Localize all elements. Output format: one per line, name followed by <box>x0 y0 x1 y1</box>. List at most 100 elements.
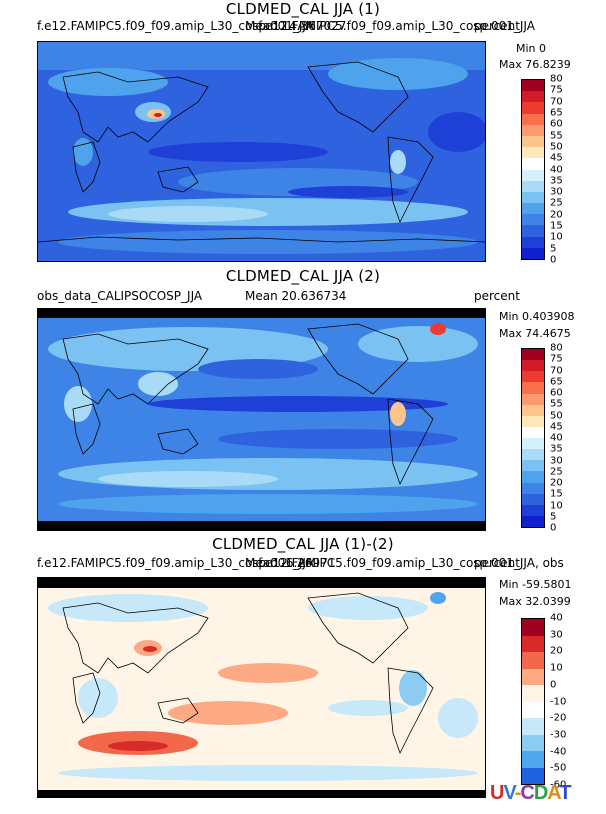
panel-title: CLDMED_CAL JJA (1) <box>225 0 381 18</box>
colorbar-tick: 35 <box>550 175 563 187</box>
colorbar-tick: 20 <box>550 645 563 657</box>
colorbar-swatch <box>522 147 544 159</box>
logo-letter: - <box>514 782 522 804</box>
colorbar-swatch <box>522 619 544 636</box>
dataset-label-right: f.e12.FAMIPC5.f09_f09.amip_L30_cosp.001_… <box>258 556 564 570</box>
colorbar-tick: 30 <box>550 455 563 466</box>
colorbar-swatch <box>522 438 544 450</box>
colorbar-tick: -20 <box>550 712 567 724</box>
map-plot <box>37 308 486 531</box>
colorbar-swatch <box>522 449 544 461</box>
colorbar-tick: 70 <box>550 365 563 376</box>
max-label: Max 76.8239 <box>499 58 571 71</box>
map-heatmap <box>38 309 485 530</box>
min-label: Min 0.403908 <box>499 310 575 323</box>
colorbar-swatch <box>522 169 544 181</box>
colorbar-tick: 45 <box>550 421 563 433</box>
max-label: Max 32.0399 <box>499 595 571 608</box>
colorbar-tick: 30 <box>550 186 563 198</box>
colorbar-swatch <box>522 135 544 148</box>
logo-letter: U <box>490 782 504 804</box>
colorbar-tick: 10 <box>550 500 563 511</box>
colorbar-tick: 60 <box>550 387 563 399</box>
colorbar-tick: 60 <box>550 118 563 130</box>
colorbar-tick: 20 <box>550 477 563 489</box>
colorbar-swatch <box>522 734 544 751</box>
colorbar-tick: 35 <box>550 443 563 455</box>
colorbar-tick: 30 <box>550 629 563 641</box>
max-label: Max 74.4675 <box>499 327 571 340</box>
colorbar-tick: 40 <box>550 612 563 624</box>
colorbar-tick: 40 <box>550 164 563 175</box>
colorbar-swatch <box>522 426 544 438</box>
units-label: percent <box>474 556 520 570</box>
colorbar-tick: 80 <box>550 73 563 85</box>
colorbar-tick: 50 <box>550 410 563 421</box>
logo-letter: D <box>533 782 548 804</box>
colorbar-swatch <box>522 652 544 669</box>
colorbar-swatch <box>522 718 544 735</box>
colorbar-swatch <box>522 382 544 394</box>
colorbar-swatch <box>522 191 544 204</box>
colorbar-swatch <box>522 113 544 125</box>
logo-letter: A <box>547 782 560 804</box>
colorbar-swatch <box>522 493 544 505</box>
map-plot <box>37 577 486 798</box>
units-label: percent <box>474 19 520 33</box>
dataset-label: f.e12.FAMIPC5.f09_f09.amip_L30_cosp.001_… <box>37 556 314 570</box>
colorbar-swatch <box>522 635 544 652</box>
colorbar-swatch <box>522 102 544 114</box>
min-label: Min 0 <box>516 42 547 55</box>
colorbar-swatch <box>522 460 544 472</box>
colorbar-swatch <box>522 482 544 494</box>
colorbar-tick: 10 <box>550 231 563 243</box>
colorbar-swatch <box>522 214 544 226</box>
uvcdat-logo: UV-CDAT <box>490 782 571 805</box>
colorbar-tick: 70 <box>550 96 563 108</box>
colorbar-swatch <box>522 349 544 361</box>
colorbar-tick: 25 <box>550 466 563 478</box>
colorbar-tick: 55 <box>550 398 563 410</box>
panel-title: CLDMED_CAL JJA (1)-(2) <box>212 535 394 553</box>
colorbar-swatch <box>522 203 544 215</box>
colorbar-swatch <box>522 158 544 170</box>
min-label: Min -59.5801 <box>499 578 572 591</box>
colorbar-swatch <box>522 504 544 516</box>
colorbar-tick: 40 <box>550 432 563 444</box>
map-plot <box>37 41 486 262</box>
colorbar-tick: -40 <box>550 746 567 758</box>
colorbar-swatch <box>522 515 544 527</box>
colorbar-tick: 25 <box>550 197 563 209</box>
colorbar-swatch <box>522 415 544 427</box>
colorbar-swatch <box>522 80 544 92</box>
colorbar-swatch <box>522 685 544 702</box>
colorbar <box>521 348 545 528</box>
logo-letter: C <box>520 782 534 804</box>
colorbar-swatch <box>522 393 544 405</box>
colorbar-tick: -10 <box>550 696 567 707</box>
colorbar-tick: 5 <box>550 243 557 255</box>
colorbar-tick: 20 <box>550 209 563 221</box>
colorbar-swatch <box>522 91 544 103</box>
colorbar-swatch <box>522 124 544 136</box>
colorbar-swatch <box>522 668 544 685</box>
map-heatmap <box>38 42 485 261</box>
colorbar-tick: 10 <box>550 662 563 674</box>
logo-letter: V <box>503 782 515 804</box>
colorbar-tick: -50 <box>550 762 567 774</box>
mean-label: Mean -6.26971 <box>245 556 336 570</box>
panel-title: CLDMED_CAL JJA (2) <box>225 267 381 285</box>
colorbar-swatch <box>522 247 544 259</box>
colorbar-swatch <box>522 404 544 416</box>
colorbar-swatch <box>522 180 544 192</box>
logo-letter: T <box>559 782 571 804</box>
colorbar-swatch <box>522 371 544 383</box>
colorbar-tick: 65 <box>550 376 563 388</box>
colorbar-tick: 75 <box>550 84 563 96</box>
colorbar-swatch <box>522 751 544 768</box>
colorbar-swatch <box>522 471 544 483</box>
dataset-label: obs_data_CALIPSOCOSP_JJA <box>37 289 203 303</box>
map-heatmap <box>38 578 485 797</box>
colorbar-tick: -30 <box>550 729 567 741</box>
colorbar-tick: 80 <box>550 342 563 354</box>
